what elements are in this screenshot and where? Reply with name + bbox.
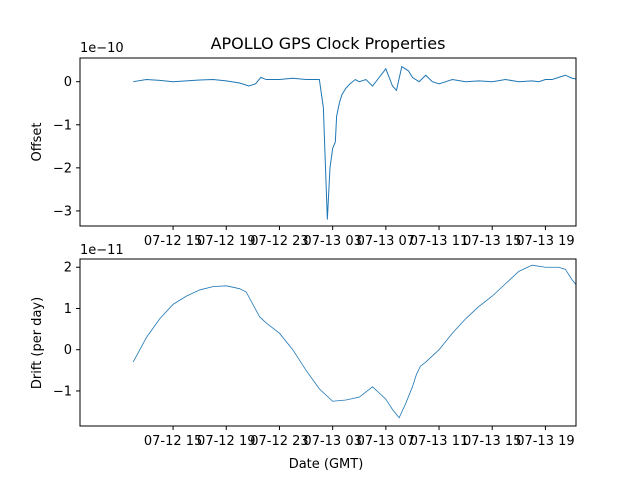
drift-xtick-label: 07-13 11 (410, 434, 468, 449)
drift-xtick-label: 07-12 15 (144, 434, 202, 449)
offset-xtick-label: 07-12 15 (144, 234, 202, 249)
offset-xtick-label: 07-12 23 (250, 234, 308, 249)
drift-ytick-label: 1 (64, 302, 72, 317)
offset-series-line (133, 65, 576, 220)
offset-xtick-label: 07-13 19 (516, 234, 574, 249)
offset-xtick-label: 07-13 15 (463, 234, 521, 249)
drift-xtick-label: 07-13 03 (303, 434, 361, 449)
drift-y-exponent: 1e−11 (80, 243, 124, 258)
drift-y-label: Drift (per day) (30, 297, 45, 389)
drift-xtick-label: 07-13 15 (463, 434, 521, 449)
offset-ytick-label: 0 (64, 75, 72, 90)
drift-ytick-label: 0 (64, 343, 72, 358)
offset-xtick-label: 07-13 07 (357, 234, 415, 249)
offset-xtick-label: 07-12 19 (197, 234, 255, 249)
drift-xtick-label: 07-13 07 (357, 434, 415, 449)
drift-ytick-label: 2 (64, 261, 72, 276)
drift-axes-frame (79, 258, 577, 427)
drift-series-line (132, 264, 576, 419)
offset-xtick-label: 07-13 03 (303, 234, 361, 249)
drift-xtick-label: 07-13 19 (516, 434, 574, 449)
drift-xtick-label: 07-12 19 (197, 434, 255, 449)
offset-ytick-label: −2 (53, 161, 72, 176)
drift-x-label: Date (GMT) (289, 457, 364, 472)
offset-y-exponent: 1e−10 (80, 41, 124, 56)
offset-axes-frame (79, 57, 577, 227)
offset-y-label: Offset (30, 122, 45, 161)
offset-ytick-label: −3 (53, 204, 72, 219)
drift-ytick-label: −1 (53, 384, 72, 399)
offset-xtick-label: 07-13 11 (410, 234, 468, 249)
offset-ytick-label: −1 (53, 118, 72, 133)
drift-xtick-label: 07-12 23 (250, 434, 308, 449)
chart-title: APOLLO GPS Clock Properties (211, 34, 446, 53)
